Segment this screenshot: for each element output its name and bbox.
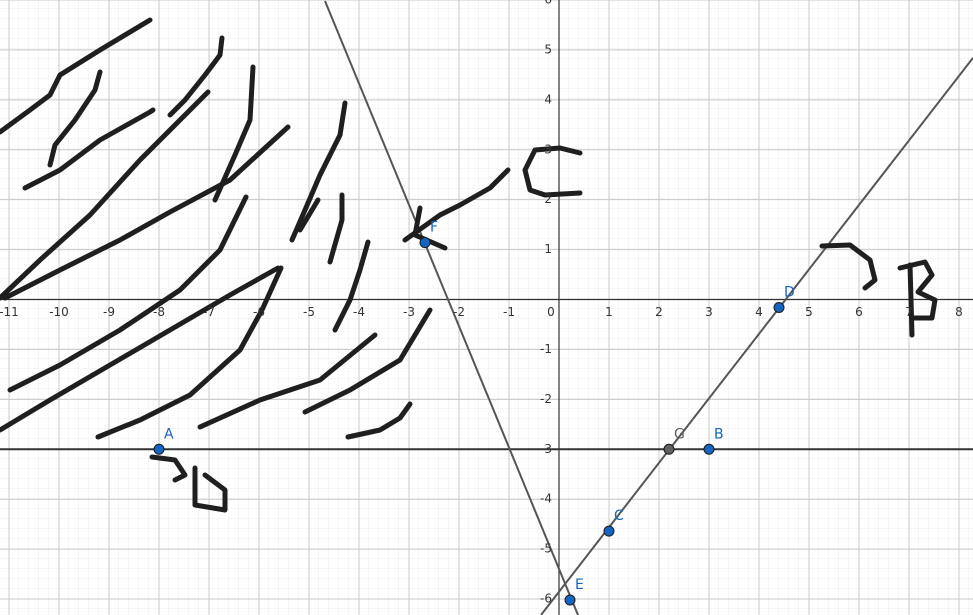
x-tick-label: -11 xyxy=(0,305,19,319)
y-tick-label: -1 xyxy=(540,342,552,356)
x-tick-label: 5 xyxy=(805,305,813,319)
x-tick-label: -3 xyxy=(403,305,415,319)
line xyxy=(540,57,973,615)
point xyxy=(153,443,165,455)
point xyxy=(663,443,675,455)
x-tick-label: 0 xyxy=(547,305,555,319)
y-tick-label: 4 xyxy=(544,92,552,106)
y-tick-label: -5 xyxy=(540,542,552,556)
x-tick-label: 4 xyxy=(755,305,763,319)
points: A B C D E F G xyxy=(153,220,795,606)
y-tick-label: 2 xyxy=(544,192,552,206)
point xyxy=(773,302,785,313)
line xyxy=(324,0,579,615)
x-tick-label: -5 xyxy=(303,305,315,319)
x-tick-label: -2 xyxy=(453,305,465,319)
point xyxy=(603,525,615,537)
y-tick-label: 6 xyxy=(544,0,552,7)
x-tick-label: -7 xyxy=(203,305,215,319)
x-tick-label: 7 xyxy=(905,305,913,319)
x-tick-label: 8 xyxy=(955,305,963,319)
handwriting xyxy=(0,17,938,513)
point-label: E xyxy=(575,577,584,593)
point-label: F xyxy=(430,220,438,236)
point-label: C xyxy=(614,508,624,524)
point xyxy=(419,237,431,249)
x-tick-label: -9 xyxy=(103,305,115,319)
y-tick-label: -2 xyxy=(540,392,552,406)
point-label: A xyxy=(164,426,174,442)
point xyxy=(564,594,576,606)
x-tick-label: 2 xyxy=(655,305,663,319)
x-tick-label: -4 xyxy=(353,305,365,319)
y-tick-label: -3 xyxy=(540,442,552,456)
y-tick-label: 5 xyxy=(544,42,552,56)
point-label: B xyxy=(714,426,724,442)
y-tick-label: 1 xyxy=(544,242,552,256)
x-tick-label: -1 xyxy=(503,305,515,319)
x-tick-label: 3 xyxy=(705,305,713,319)
y-tick-label: -4 xyxy=(540,492,552,506)
point-label: G xyxy=(674,426,685,442)
y-tick-label: -6 xyxy=(540,592,552,606)
x-tick-label: -8 xyxy=(153,305,165,319)
point-label: D xyxy=(784,285,795,301)
x-tick-label: -6 xyxy=(253,305,265,319)
x-tick-label: 6 xyxy=(855,305,863,319)
y-tick-label: 3 xyxy=(544,142,552,156)
point xyxy=(703,443,715,455)
x-tick-label: 1 xyxy=(605,305,613,319)
x-tick-label: -10 xyxy=(49,305,69,319)
